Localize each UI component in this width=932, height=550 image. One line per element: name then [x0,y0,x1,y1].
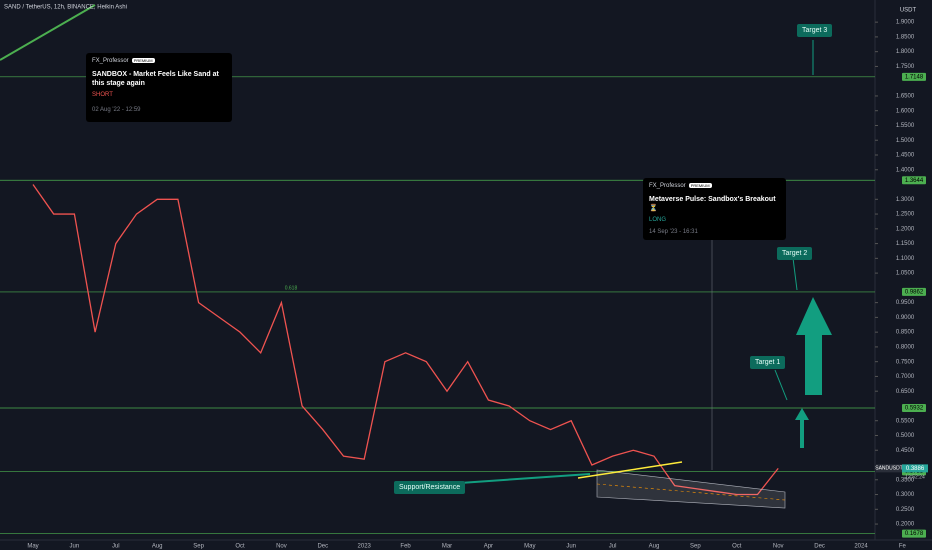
badge: PREMIUM [131,58,155,63]
y-tick-label: 0.2500 [896,507,915,513]
x-tick-label: Dec [317,544,328,550]
y-tick-label: 0.9500 [896,300,915,306]
level-label: 1.3644 [905,178,924,184]
trendline [577,461,683,479]
idea-title: Metaverse Pulse: Sandbox's Breakout ⏳ [649,196,776,212]
y-tick-label: 0.5500 [896,418,915,424]
level-tag [902,529,926,538]
y-tick-label: 1.6500 [896,94,915,100]
target-label: Target 3 [797,24,833,37]
idea-card[interactable]: FX_Professor PREMIUM SANDBOX - Market Fee… [86,53,232,122]
level-label: 0.1678 [905,531,924,537]
x-tick-label: Oct [732,544,742,550]
x-tick-label: Apr [484,544,493,550]
y-tick-label: 1.2000 [896,226,915,232]
level-label: 0.5932 [905,406,924,412]
idea-card[interactable]: FX_Professor PREMIUM Metaverse Pulse: San… [643,178,786,240]
x-tick-label: Jul [609,544,617,550]
x-tick-label: Jul [112,544,120,550]
x-tick-label: May [524,544,535,550]
x-tick-label: Aug [649,544,660,550]
y-tick-label: 1.0500 [896,271,915,277]
y-tick-label: 1.9000 [896,20,915,26]
price-line [32,184,779,496]
level-label: 1.7148 [905,74,924,80]
price-tag [876,464,902,473]
x-tick-label: 2024 [854,544,868,550]
x-tick-label: Jun [566,544,576,550]
author: FX_Professor [649,183,686,189]
x-tick-label: Nov [276,544,287,550]
y-tick-label: 0.3500 [896,477,915,483]
arrow [796,297,832,395]
pointer [774,369,788,401]
trendline [0,4,96,61]
y-tick-label: 0.8000 [896,344,915,350]
y-tick-label: 1.5500 [896,123,915,129]
pointer [459,473,591,484]
x-tick-label: Dec [814,544,825,550]
channel-mid [596,483,786,501]
arrow [795,408,809,448]
y-tick-label: 1.5000 [896,138,915,144]
y-tick-label: 1.8000 [896,49,915,55]
y-tick-label: 1.3000 [896,197,915,203]
direction: SHORT [92,92,113,98]
date: 02 Aug '22 - 12:59 [92,107,141,113]
x-tick-label: Nov [773,544,784,550]
x-tick-label: Sep [690,544,701,550]
y-tick-label: 1.4000 [896,167,915,173]
y-tick-label: 0.3000 [896,492,915,498]
fib-label: 0.618 [285,285,298,291]
pointer [792,257,798,291]
y-tick-label: 0.2000 [896,522,915,528]
x-tick-label: Feb [400,544,411,550]
channel [596,469,786,509]
y-tick-label: 1.2500 [896,212,915,218]
x-tick-label: Mar [442,544,452,550]
y-tick-label: 1.1000 [896,256,915,262]
price-tag [902,464,928,473]
level-tag [902,403,926,412]
target-label: Target 2 [777,247,813,260]
chart-title: SAND / TetherUS, 12h, BINANCE, Heikin As… [4,5,127,11]
y-tick-label: 0.8500 [896,330,915,336]
countdown: 13:52:24 [905,475,925,481]
direction: LONG [649,217,667,223]
target-label: Target 1 [750,356,786,369]
symbol-label: SANDUSDT [875,466,903,472]
level-tag [902,72,926,81]
currency: USDT [900,8,917,14]
y-tick-label: 1.1500 [896,241,915,247]
level-tag [902,287,926,296]
y-tick-label: 0.6500 [896,389,915,395]
y-tick-label: 0.5000 [896,433,915,439]
support-label: Support/Resistance [394,481,466,494]
y-tick-label: 0.9000 [896,315,915,321]
badge: PREMIUM [688,183,712,188]
x-tick-label: Fe [899,544,907,550]
x-tick-label: Oct [235,544,245,550]
x-tick-label: 2023 [358,544,372,550]
x-tick-label: Jun [70,544,80,550]
y-tick-label: 1.7500 [896,64,915,70]
x-tick-label: Sep [193,544,204,550]
y-tick-label: 0.4500 [896,448,915,454]
author: FX_Professor [92,58,129,64]
x-tick-label: May [27,544,38,550]
y-tick-label: 1.6000 [896,108,915,114]
date: 14 Sep '23 - 16:31 [649,229,698,235]
y-tick-label: 1.8500 [896,34,915,40]
y-tick-label: 0.7500 [896,359,915,365]
x-tick-label: Aug [152,544,163,550]
y-tick-label: 0.7000 [896,374,915,380]
last-price: 0.3886 [906,466,925,472]
y-tick-label: 1.4500 [896,153,915,159]
price-axis [875,0,932,550]
level-label: 0.9862 [905,290,924,296]
idea-title: SANDBOX - Market Feels Like Sand at this… [92,71,219,87]
level-tag [902,176,926,185]
